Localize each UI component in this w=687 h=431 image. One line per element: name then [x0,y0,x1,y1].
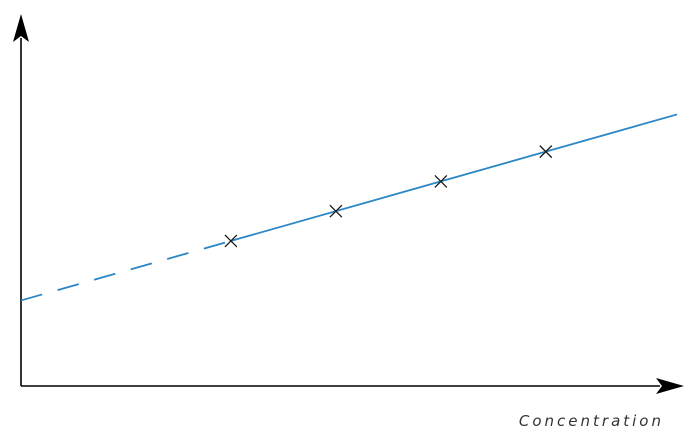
data-point-marker [224,234,238,248]
extrapolated-fit-line [20,240,232,302]
data-point-marker [329,204,343,218]
y-axis-arrow-icon [13,14,29,42]
fit-line [230,113,678,242]
data-point-marker [539,145,553,159]
x-axis-arrow-icon [656,378,684,394]
plot-area [20,113,678,302]
y-axis [13,14,29,386]
x-axis [21,378,684,394]
x-axis-label: Concentration [519,412,664,430]
data-point-marker [434,174,448,188]
